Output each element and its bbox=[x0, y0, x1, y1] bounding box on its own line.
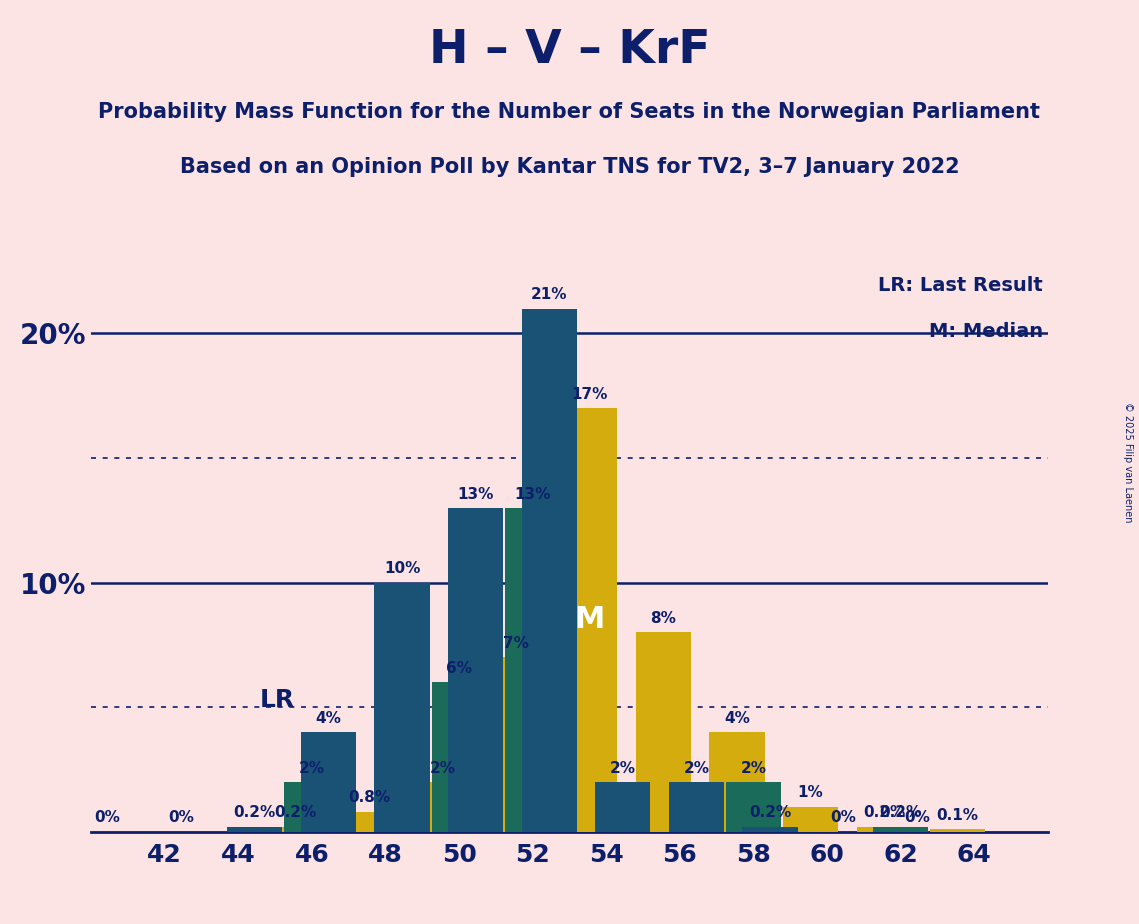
Text: 21%: 21% bbox=[531, 287, 567, 302]
Text: 17%: 17% bbox=[572, 387, 608, 402]
Text: 7%: 7% bbox=[503, 636, 530, 651]
Bar bbox=[636, 632, 691, 832]
Bar bbox=[726, 782, 781, 832]
Text: 0%: 0% bbox=[95, 810, 121, 825]
Bar bbox=[228, 827, 282, 832]
Bar bbox=[931, 829, 985, 832]
Bar bbox=[375, 582, 429, 832]
Bar bbox=[448, 508, 503, 832]
Text: 13%: 13% bbox=[515, 487, 551, 502]
Text: 4%: 4% bbox=[316, 711, 342, 725]
Bar bbox=[596, 782, 650, 832]
Bar bbox=[285, 782, 339, 832]
Text: LR: Last Result: LR: Last Result bbox=[878, 276, 1043, 295]
Text: 0.2%: 0.2% bbox=[879, 806, 921, 821]
Text: 0.2%: 0.2% bbox=[274, 806, 317, 821]
Bar bbox=[522, 309, 576, 832]
Bar bbox=[505, 508, 560, 832]
Bar bbox=[268, 827, 323, 832]
Text: M: Median: M: Median bbox=[929, 322, 1043, 341]
Text: 0.8%: 0.8% bbox=[347, 790, 390, 806]
Text: 6%: 6% bbox=[446, 661, 472, 676]
Bar bbox=[489, 657, 543, 832]
Text: 0%: 0% bbox=[830, 810, 857, 825]
Text: © 2025 Filip van Laenen: © 2025 Filip van Laenen bbox=[1123, 402, 1133, 522]
Bar bbox=[743, 827, 797, 832]
Bar bbox=[563, 408, 617, 832]
Text: 0.1%: 0.1% bbox=[936, 808, 978, 823]
Bar bbox=[857, 827, 911, 832]
Text: Probability Mass Function for the Number of Seats in the Norwegian Parliament: Probability Mass Function for the Number… bbox=[98, 102, 1041, 122]
Bar bbox=[415, 782, 470, 832]
Text: H – V – KrF: H – V – KrF bbox=[428, 28, 711, 73]
Bar bbox=[432, 682, 486, 832]
Text: 2%: 2% bbox=[740, 760, 767, 775]
Text: LR: LR bbox=[260, 688, 295, 712]
Text: 8%: 8% bbox=[650, 611, 677, 626]
Text: 13%: 13% bbox=[458, 487, 494, 502]
Text: 0%: 0% bbox=[904, 810, 931, 825]
Text: 2%: 2% bbox=[429, 760, 456, 775]
Text: 0.2%: 0.2% bbox=[233, 806, 276, 821]
Text: 0%: 0% bbox=[169, 810, 195, 825]
Text: Based on an Opinion Poll by Kantar TNS for TV2, 3–7 January 2022: Based on an Opinion Poll by Kantar TNS f… bbox=[180, 157, 959, 177]
Text: 10%: 10% bbox=[384, 561, 420, 577]
Bar bbox=[342, 811, 396, 832]
Bar bbox=[669, 782, 724, 832]
Bar bbox=[710, 732, 764, 832]
Text: 0.2%: 0.2% bbox=[749, 806, 792, 821]
Bar bbox=[782, 807, 838, 832]
Text: 2%: 2% bbox=[683, 760, 710, 775]
Text: 0.2%: 0.2% bbox=[863, 806, 906, 821]
Text: 4%: 4% bbox=[724, 711, 749, 725]
Text: 2%: 2% bbox=[609, 760, 636, 775]
Text: 2%: 2% bbox=[298, 760, 325, 775]
Bar bbox=[301, 732, 357, 832]
Bar bbox=[874, 827, 928, 832]
Text: 1%: 1% bbox=[797, 785, 823, 800]
Text: M: M bbox=[574, 605, 605, 635]
